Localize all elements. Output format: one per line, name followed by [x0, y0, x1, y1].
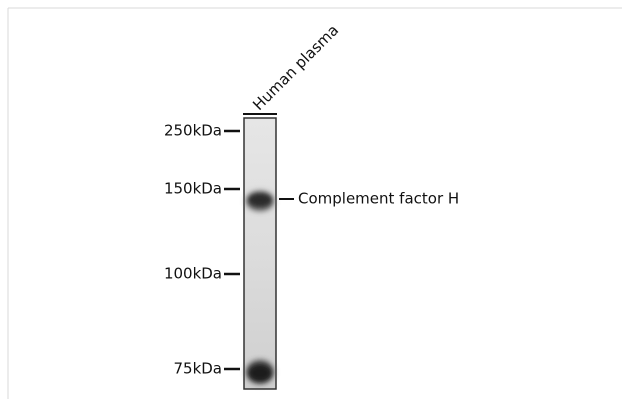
- page: Human plasma 250kDa 150kDa 100kDa 75kDa …: [0, 0, 622, 399]
- marker-label: 100kDa: [164, 265, 222, 283]
- blot-figure: Human plasma 250kDa 150kDa 100kDa 75kDa …: [0, 0, 622, 399]
- marker-label: 250kDa: [164, 122, 222, 140]
- band-label: Complement factor H: [298, 190, 459, 208]
- band-75: [246, 360, 274, 384]
- marker-label: 75kDa: [173, 360, 222, 378]
- band-150: [246, 191, 274, 211]
- marker-label: 150kDa: [164, 180, 222, 198]
- lane-label: Human plasma: [249, 21, 342, 114]
- lane: [244, 118, 276, 389]
